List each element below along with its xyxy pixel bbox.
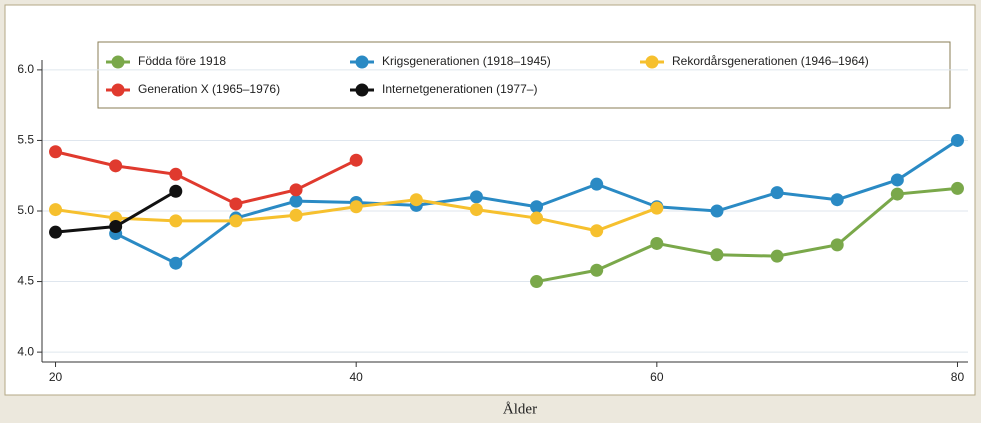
data-point: [169, 256, 183, 270]
data-point: [409, 193, 423, 207]
legend: [97, 41, 951, 109]
data-point: [289, 194, 303, 208]
data-point: [650, 236, 664, 250]
series-line: [536, 186, 958, 284]
data-point: [530, 275, 544, 289]
data-point: [710, 204, 724, 218]
data-point: [169, 214, 183, 228]
data-point: [49, 225, 63, 239]
x-tick-label: 20: [49, 370, 63, 384]
data-point: [229, 197, 243, 211]
data-point: [469, 203, 483, 217]
data-point: [49, 145, 63, 159]
legend-label: Internetgenerationen (1977–): [382, 82, 537, 96]
data-point: [590, 263, 604, 277]
data-point: [590, 177, 604, 191]
data-point: [890, 173, 904, 187]
data-point: [349, 200, 363, 214]
legend-label: Rekordårsgenerationen (1946–1964): [672, 54, 869, 68]
legend-label: Födda före 1918: [138, 54, 226, 68]
legend-marker: [355, 55, 369, 69]
data-point: [530, 200, 544, 214]
y-tick-label: 4.0: [17, 344, 34, 358]
data-point: [289, 208, 303, 222]
x-axis-label: Ålder: [503, 401, 537, 417]
data-point: [49, 203, 63, 217]
data-point: [830, 238, 844, 252]
data-point: [109, 220, 123, 234]
data-point: [830, 193, 844, 207]
y-tick-label: 5.5: [17, 133, 34, 147]
data-point: [109, 159, 123, 173]
data-point: [169, 167, 183, 181]
data-point: [950, 181, 964, 195]
data-point: [229, 214, 243, 228]
legend-marker: [355, 83, 369, 97]
data-point: [890, 187, 904, 201]
legend-marker: [645, 55, 659, 69]
data-point: [349, 153, 363, 167]
data-point: [530, 211, 544, 225]
x-tick-label: 60: [650, 370, 664, 384]
data-point: [950, 133, 964, 147]
y-tick-label: 5.0: [17, 203, 34, 217]
legend-label: Generation X (1965–1976): [138, 82, 280, 96]
y-tick-label: 6.0: [17, 62, 34, 76]
data-point: [710, 248, 724, 262]
data-point: [289, 183, 303, 197]
data-point: [770, 186, 784, 200]
x-tick-label: 80: [951, 370, 965, 384]
data-point: [770, 249, 784, 263]
x-tick-label: 40: [349, 370, 363, 384]
data-point: [469, 190, 483, 204]
y-tick-label: 4.5: [17, 274, 34, 288]
data-point: [650, 201, 664, 215]
legend-marker: [111, 55, 125, 69]
data-point: [169, 184, 183, 198]
series-line: [55, 150, 357, 206]
data-point: [590, 224, 604, 238]
legend-marker: [111, 83, 125, 97]
legend-label: Krigsgenerationen (1918–1945): [382, 54, 551, 68]
